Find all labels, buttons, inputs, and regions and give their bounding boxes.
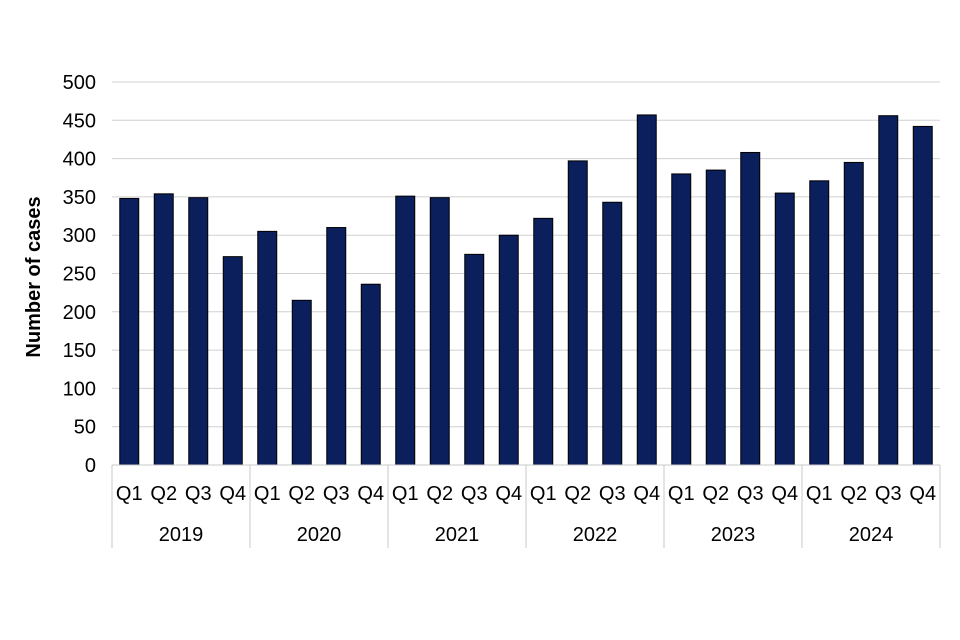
- quarter-label: Q4: [909, 483, 936, 505]
- quarter-label: Q1: [668, 483, 695, 505]
- year-label: 2019: [159, 524, 204, 546]
- bar-2024-q2: [843, 161, 864, 466]
- y-tick-label: 350: [63, 187, 96, 209]
- quarter-label: Q1: [254, 483, 281, 505]
- year-label: 2022: [573, 524, 618, 546]
- bar-2020-q1: [257, 230, 278, 466]
- year-label: 2023: [711, 524, 756, 546]
- y-tick-label: 400: [63, 149, 96, 171]
- quarter-label: Q1: [530, 483, 557, 505]
- quarter-label: Q3: [461, 483, 488, 505]
- bar-2020-q2: [291, 299, 312, 466]
- quarter-label: Q2: [840, 483, 867, 505]
- y-axis-label: Number of cases: [23, 196, 45, 357]
- y-tick-label: 150: [63, 340, 96, 362]
- quarter-label: Q1: [806, 483, 833, 505]
- bar-2021-q1: [395, 195, 416, 466]
- quarter-label: Q2: [564, 483, 591, 505]
- bar-2022-q2: [567, 160, 588, 466]
- y-tick-label: 450: [63, 110, 96, 132]
- y-tick-label: 300: [63, 225, 96, 247]
- quarter-label: Q4: [771, 483, 798, 505]
- quarter-label: Q2: [702, 483, 729, 505]
- year-label: 2021: [435, 524, 480, 546]
- year-label: 2024: [849, 524, 894, 546]
- bar-2022-q1: [533, 217, 554, 466]
- year-label: 2020: [297, 524, 342, 546]
- quarter-label: Q1: [116, 483, 143, 505]
- bars: [119, 114, 933, 466]
- bar-2023-q2: [705, 169, 726, 466]
- bar-2019-q1: [119, 197, 140, 466]
- gridlines: [112, 81, 940, 428]
- bar-2023-q4: [774, 192, 795, 466]
- y-axis-ticks: 0 50 100 150 200 250 300 350 400 450 500: [63, 72, 96, 477]
- y-tick-label: 500: [63, 72, 96, 94]
- x-axis: Q1 Q2 Q3 Q4 2019 Q1 Q2 Q3 Q4 2020 Q1 Q2 Q3 Q4 2021 Q1 Q2…: [111, 464, 941, 548]
- bar-2021-q4: [498, 234, 519, 466]
- quarter-label: Q3: [875, 483, 902, 505]
- bar-2024-q4: [912, 125, 933, 466]
- bar-2022-q3: [602, 201, 623, 466]
- y-tick-label: 100: [63, 378, 96, 400]
- y-tick-label: 50: [74, 417, 96, 439]
- bar-2020-q3: [326, 227, 347, 466]
- quarter-label: Q4: [495, 483, 522, 505]
- quarter-label: Q3: [185, 483, 212, 505]
- bar-2020-q4: [360, 283, 381, 466]
- bar-2023-q1: [671, 173, 692, 466]
- quarter-label: Q3: [323, 483, 350, 505]
- bar-2021-q2: [429, 197, 450, 466]
- quarter-label: Q2: [426, 483, 453, 505]
- bar-2023-q3: [740, 151, 761, 466]
- bar-2019-q4: [222, 256, 243, 466]
- quarter-label: Q3: [599, 483, 626, 505]
- quarter-label: Q1: [392, 483, 419, 505]
- bar-2019-q2: [153, 193, 174, 466]
- quarter-label: Q4: [219, 483, 246, 505]
- bar-2021-q3: [464, 253, 485, 466]
- bar-2022-q4: [636, 114, 657, 466]
- bar-2019-q3: [188, 197, 209, 466]
- bar-2024-q1: [809, 180, 830, 466]
- bar-2024-q3: [878, 115, 899, 466]
- quarter-label: Q3: [737, 483, 764, 505]
- y-tick-label: 200: [63, 302, 96, 324]
- quarter-label: Q4: [357, 483, 384, 505]
- y-tick-label: 250: [63, 264, 96, 286]
- quarter-label: Q2: [150, 483, 177, 505]
- quarter-label: Q2: [288, 483, 315, 505]
- y-tick-label: 0: [85, 455, 96, 477]
- quarter-label: Q4: [633, 483, 660, 505]
